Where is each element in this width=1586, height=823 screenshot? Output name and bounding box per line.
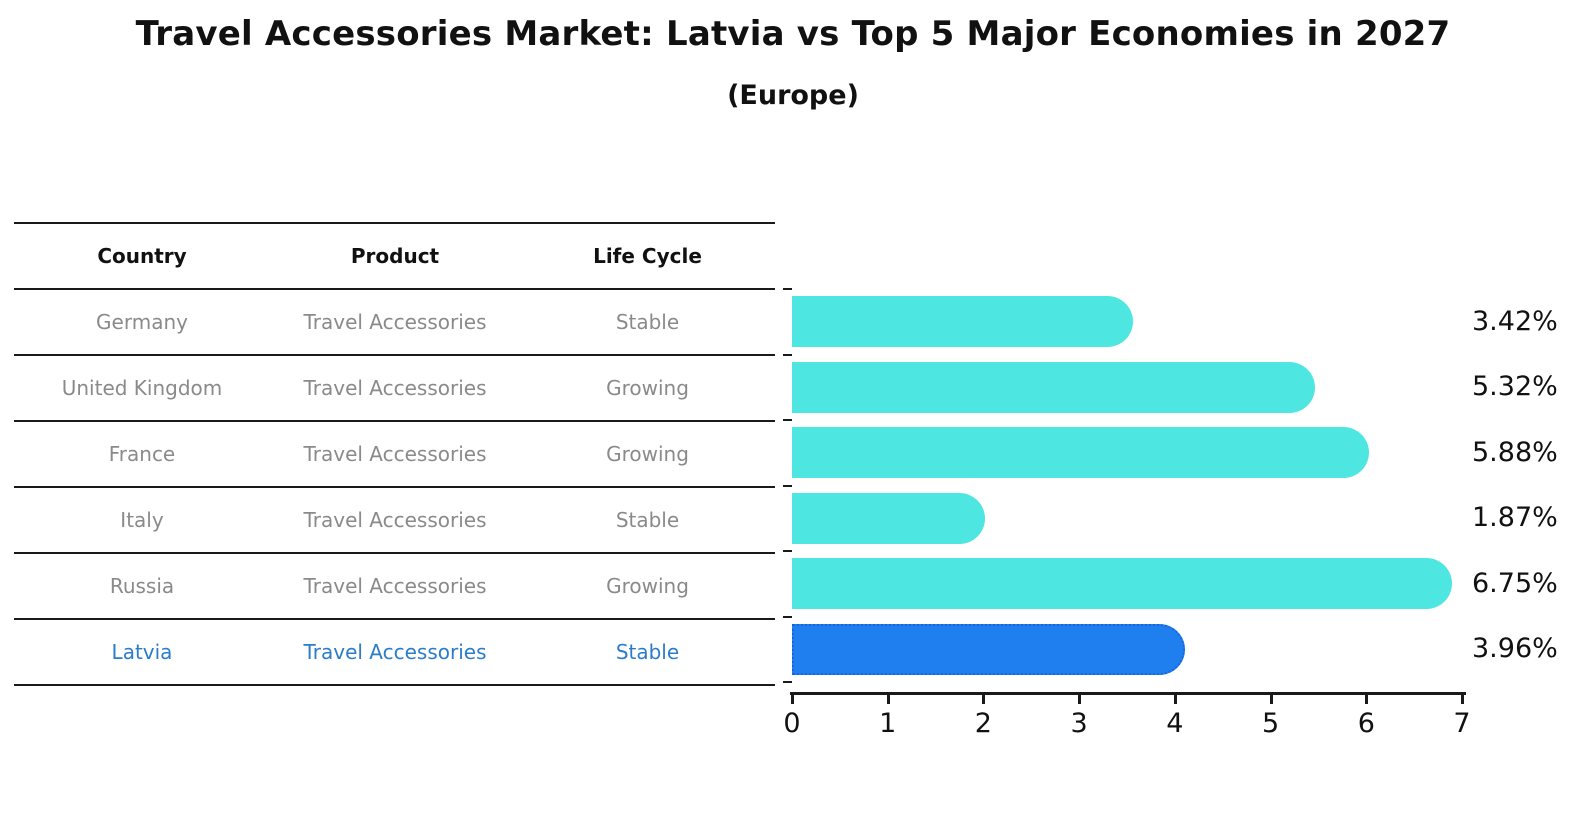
x-axis-tick [791,695,794,704]
x-axis-tick [982,695,986,704]
x-axis-tick [1461,695,1464,704]
value-label-latvia: 3.96% [1472,633,1558,664]
x-axis-tick [1269,695,1273,704]
bar-russia [792,558,1453,609]
cell-product: Travel Accessories [303,508,487,532]
y-axis-tick [783,353,792,356]
bar-plot-area [783,288,1462,683]
chart-title: Travel Accessories Market: Latvia vs Top… [135,14,1451,54]
x-tick-label: 1 [879,708,897,739]
column-header-country: Country [97,244,187,268]
bar-band [792,355,1462,421]
bar-latvia-highlight [792,623,1186,675]
value-label-united-kingdom: 5.32% [1472,371,1558,402]
x-tick-label: 7 [1453,708,1471,739]
table-header-row: Country Product Life Cycle [14,224,775,290]
bar-united-kingdom [792,361,1316,413]
y-axis-tick [783,484,792,487]
country-data-table: Country Product Life Cycle Germany Trave… [14,222,775,686]
x-tick-label: 0 [783,708,801,739]
cell-product: Travel Accessories [303,310,487,334]
bar-band [792,486,1462,552]
cell-life-cycle: Growing [606,376,689,400]
y-axis-tick [783,288,792,290]
y-axis-tick [783,615,792,618]
table-row: United Kingdom Travel Accessories Growin… [14,356,775,422]
bar-france [792,427,1369,478]
column-header-life-cycle: Life Cycle [593,244,702,268]
cell-life-cycle: Stable [615,640,680,664]
x-axis-tick [1173,695,1177,704]
cell-life-cycle: Stable [615,310,680,334]
cell-life-cycle: Growing [606,442,689,466]
bar-band [792,551,1462,617]
x-axis-tick [886,695,890,704]
x-tick-label: 4 [1166,708,1184,739]
x-tick-label: 5 [1262,708,1280,739]
column-header-product: Product [350,244,440,268]
table-row: Russia Travel Accessories Growing [14,554,775,620]
cell-country: France [108,442,176,466]
cell-life-cycle: Stable [615,508,680,532]
table-row: Italy Travel Accessories Stable [14,488,775,554]
bar-band [792,420,1462,486]
x-axis: 0 1 2 3 4 5 6 7 [783,692,1471,752]
cell-country: Latvia [111,640,173,664]
x-tick-label: 3 [1070,708,1088,739]
x-tick-label: 2 [974,708,992,739]
table-row-highlight-latvia: Latvia Travel Accessories Stable [14,620,775,686]
cell-product: Travel Accessories [303,376,487,400]
cell-country: Russia [109,574,175,598]
table-row: France Travel Accessories Growing [14,422,775,488]
y-axis-tick [783,419,792,421]
cell-life-cycle: Growing [606,574,689,598]
y-axis-tick [783,550,792,552]
y-axis-tick [783,681,792,683]
bar-germany [792,296,1134,347]
cell-product: Travel Accessories [303,574,487,598]
x-tick-label: 6 [1357,708,1375,739]
bar-italy [792,492,985,544]
value-label-germany: 3.42% [1472,306,1558,337]
bar-band [792,289,1462,355]
x-axis-tick [1365,695,1369,704]
value-label-italy: 1.87% [1472,502,1558,533]
bar-band [792,617,1462,683]
cell-country: Germany [96,310,188,334]
bar-bands [792,289,1462,682]
x-axis-tick [1078,695,1082,704]
chart-subtitle: (Europe) [727,80,859,111]
table-row: Germany Travel Accessories Stable [14,290,775,356]
cell-product: Travel Accessories [303,640,487,664]
cell-country: United Kingdom [61,376,223,400]
value-label-russia: 6.75% [1472,568,1558,599]
x-axis-line [790,692,1466,695]
cell-product: Travel Accessories [303,442,487,466]
value-label-france: 5.88% [1472,437,1558,468]
cell-country: Italy [120,508,164,532]
